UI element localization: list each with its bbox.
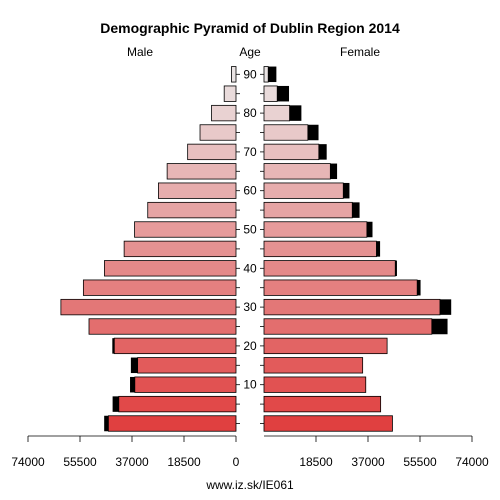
age-tick-label-40: 40 [243,261,257,275]
male-bar-35-39 [82,279,237,296]
female-bar-90+ [263,66,269,83]
female-bar-10-14 [263,376,367,393]
age-tick-label-10: 10 [243,378,257,392]
chart-title: Demographic Pyramid of Dublin Region 201… [100,20,400,36]
male-bar-20-24 [113,337,237,355]
age-tick-label-80: 80 [243,106,257,120]
male-excess-bar-15-19 [130,357,138,374]
female-bar-35-39 [263,279,418,296]
age-tick-label-30: 30 [243,300,257,314]
female-bar-30-34 [263,298,441,316]
age-tick-label-90: 90 [243,67,257,81]
x-tick-label-7: 55500 [403,455,437,469]
source-label: www.iz.sk/IE061 [205,478,294,492]
female-bar-75-79 [263,124,309,141]
x-tick-label-5: 18500 [299,455,333,469]
female-bar-5-9 [263,395,382,413]
male-bar-65-69 [166,163,237,180]
female-bar-85-89 [263,85,278,102]
male-bar-40-44 [104,260,237,277]
female-label: Female [340,45,380,59]
female-excess-bar-75-79 [307,124,319,141]
female-bar-70-74 [263,143,320,161]
female-excess-bar-60-64 [343,182,350,199]
female-excess-bar-70-74 [318,144,327,160]
female-bar-50-54 [263,221,368,238]
female-excess-bar-40-44 [395,260,397,277]
male-bar-0-4 [107,415,237,432]
male-bar-55-59 [147,201,237,219]
male-bar-5-9 [118,395,237,413]
x-tick-label-1: 55500 [63,455,97,469]
male-bar-30-34 [60,298,237,316]
male-label: Male [127,45,153,59]
male-excess-bar-5-9 [112,396,119,412]
age-label: Age [239,45,261,59]
male-bar-80-84 [211,104,237,122]
male-excess-bar-0-4 [104,415,109,432]
female-bar-25-29 [263,318,433,335]
female-bar-20-24 [263,337,388,355]
male-bar-90+ [231,66,237,83]
female-excess-bar-55-59 [352,202,360,218]
female-excess-bar-90+ [268,66,277,83]
male-excess-bar-10-14 [130,376,135,393]
female-excess-bar-50-54 [366,221,373,238]
male-excess-bar-20-24 [112,338,115,354]
female-bar-60-64 [263,182,344,199]
male-bar-60-64 [158,182,237,199]
female-bar-65-69 [263,163,331,180]
female-bar-40-44 [263,260,396,277]
female-bar-80-84 [263,104,290,122]
male-bar-70-74 [187,143,237,161]
male-bar-85-89 [223,85,237,102]
x-tick-label-2: 37000 [115,455,149,469]
female-bar-55-59 [263,201,353,219]
female-excess-bar-80-84 [289,105,302,121]
age-tick-label-20: 20 [243,339,257,353]
x-tick-label-8: 74000 [455,455,489,469]
bars-layer [60,66,452,432]
age-tick-label-60: 60 [243,184,257,198]
male-bar-50-54 [134,221,237,238]
axis-layer: 10 20 30 40 50 60 70 80 90 74000 55500 37000 18500 0 1… [11,67,489,469]
male-bar-75-79 [199,124,237,141]
male-bar-10-14 [134,376,237,393]
female-bar-15-19 [263,357,364,374]
female-excess-bar-25-29 [431,318,448,335]
x-tick-label-6: 37000 [351,455,385,469]
female-bar-0-4 [263,415,393,432]
female-excess-bar-65-69 [330,163,338,180]
male-bar-15-19 [137,357,237,374]
x-tick-label-0: 74000 [11,455,45,469]
male-bar-45-49 [123,240,237,258]
female-excess-bar-85-89 [277,85,290,102]
x-tick-label-3: 18500 [167,455,201,469]
female-bar-45-49 [263,240,377,258]
age-tick-label-50: 50 [243,223,257,237]
male-bar-25-29 [88,318,237,335]
female-excess-bar-30-34 [439,299,452,315]
x-tick-label-4: 0 [233,455,240,469]
female-excess-bar-35-39 [417,279,421,296]
female-excess-bar-45-49 [376,241,381,257]
age-tick-label-70: 70 [243,145,257,159]
